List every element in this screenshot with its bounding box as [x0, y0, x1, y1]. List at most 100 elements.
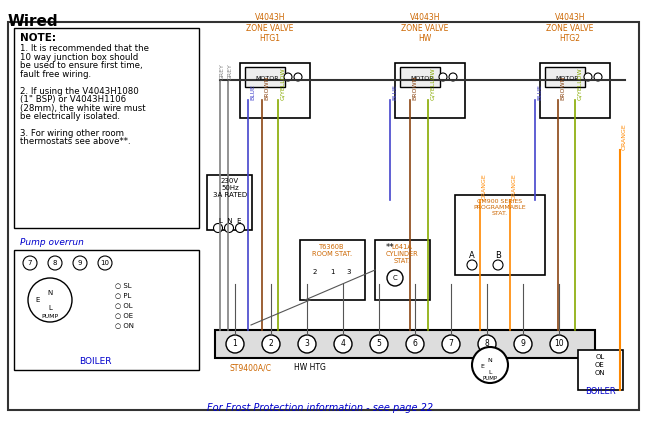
Text: L: L	[488, 370, 492, 374]
Text: BLUE: BLUE	[250, 84, 255, 100]
Text: L: L	[48, 305, 52, 311]
Text: CM900 SERIES
PROGRAMMABLE
STAT.: CM900 SERIES PROGRAMMABLE STAT.	[474, 199, 526, 216]
Text: OE: OE	[595, 362, 605, 368]
Text: **: **	[386, 243, 394, 252]
Bar	[400, 67, 440, 87]
Text: L641A
CYLINDER
STAT.: L641A CYLINDER STAT.	[386, 244, 419, 264]
Text: (1" BSP) or V4043H1106: (1" BSP) or V4043H1106	[20, 95, 126, 104]
Circle shape	[226, 335, 244, 353]
Text: be used to ensure first time,: be used to ensure first time,	[20, 61, 142, 70]
Text: 10: 10	[100, 260, 109, 266]
Circle shape	[472, 347, 508, 383]
Circle shape	[584, 73, 592, 81]
Text: ○ ON: ○ ON	[115, 322, 134, 328]
Text: E: E	[36, 297, 40, 303]
Text: 1. It is recommended that the: 1. It is recommended that the	[20, 44, 149, 53]
Circle shape	[236, 224, 245, 233]
Text: NOTE:: NOTE:	[20, 33, 56, 43]
Text: ○ OL: ○ OL	[115, 302, 133, 308]
Text: ○ OE: ○ OE	[115, 312, 133, 318]
Text: N: N	[47, 290, 52, 296]
Text: ST9400A/C: ST9400A/C	[229, 363, 271, 373]
Circle shape	[98, 256, 112, 270]
Circle shape	[73, 256, 87, 270]
Text: 8: 8	[53, 260, 57, 266]
Bar	[540, 63, 610, 118]
Text: BROWN: BROWN	[264, 76, 269, 100]
Text: V4043H
ZONE VALVE
HTG1: V4043H ZONE VALVE HTG1	[247, 13, 294, 43]
Text: 7: 7	[448, 340, 454, 349]
Bar	[395, 63, 465, 118]
Bar	[215, 330, 595, 358]
Circle shape	[439, 73, 447, 81]
Circle shape	[594, 73, 602, 81]
Bar	[375, 240, 430, 300]
Text: BLUE: BLUE	[537, 84, 542, 100]
Bar	[240, 63, 310, 118]
Circle shape	[48, 256, 62, 270]
Text: ○ PL: ○ PL	[115, 292, 131, 298]
Circle shape	[514, 335, 532, 353]
Text: ORANGE: ORANGE	[622, 123, 627, 150]
Circle shape	[298, 335, 316, 353]
Text: MOTOR: MOTOR	[555, 76, 578, 81]
Circle shape	[214, 224, 223, 233]
Text: MOTOR: MOTOR	[410, 76, 433, 81]
Text: 4: 4	[340, 340, 345, 349]
Text: GREY: GREY	[228, 63, 232, 80]
Text: be electrically isolated.: be electrically isolated.	[20, 112, 120, 121]
Circle shape	[294, 73, 302, 81]
Text: 2: 2	[269, 340, 274, 349]
Text: 3. For wiring other room: 3. For wiring other room	[20, 129, 124, 138]
Text: BROWN: BROWN	[412, 76, 417, 100]
Text: OL: OL	[595, 354, 605, 360]
Text: 9: 9	[78, 260, 82, 266]
Text: 230V
50Hz
3A RATED: 230V 50Hz 3A RATED	[213, 178, 247, 198]
Text: B: B	[495, 251, 501, 260]
Text: 2: 2	[313, 269, 317, 275]
Text: GREY: GREY	[219, 63, 225, 80]
Bar	[455, 195, 545, 275]
Text: V4043H
ZONE VALVE
HTG2: V4043H ZONE VALVE HTG2	[546, 13, 594, 43]
Text: V4043H
ZONE VALVE
HW: V4043H ZONE VALVE HW	[401, 13, 448, 43]
Text: G/YELLOW: G/YELLOW	[577, 68, 582, 100]
Text: 9: 9	[521, 340, 525, 349]
Text: 10: 10	[554, 340, 564, 349]
Circle shape	[28, 278, 72, 322]
Circle shape	[225, 224, 234, 233]
Circle shape	[387, 270, 403, 286]
Text: 2. If using the V4043H1080: 2. If using the V4043H1080	[20, 87, 138, 95]
Text: N: N	[488, 357, 492, 362]
Circle shape	[262, 335, 280, 353]
Text: Wired: Wired	[8, 14, 59, 29]
Text: 5: 5	[377, 340, 382, 349]
Circle shape	[449, 73, 457, 81]
Bar	[300, 240, 365, 300]
Text: ○ SL: ○ SL	[115, 282, 131, 288]
Text: 1: 1	[330, 269, 334, 275]
Text: thermostats see above**.: thermostats see above**.	[20, 138, 131, 146]
Text: BLUE: BLUE	[392, 84, 397, 100]
Circle shape	[493, 260, 503, 270]
Text: fault free wiring.: fault free wiring.	[20, 70, 91, 78]
Text: 3: 3	[305, 340, 309, 349]
Text: 7: 7	[28, 260, 32, 266]
Circle shape	[334, 335, 352, 353]
Bar	[14, 250, 199, 370]
Text: BROWN: BROWN	[560, 76, 565, 100]
Text: 3: 3	[347, 269, 351, 275]
Bar	[207, 175, 252, 230]
Text: A: A	[469, 251, 475, 260]
Text: (28mm), the white wire must: (28mm), the white wire must	[20, 103, 146, 113]
Text: PUMP: PUMP	[41, 314, 59, 319]
Bar	[245, 67, 285, 87]
Text: E: E	[480, 363, 484, 368]
Text: MOTOR: MOTOR	[255, 76, 278, 81]
Text: 8: 8	[485, 340, 489, 349]
Text: 6: 6	[413, 340, 417, 349]
Text: ORANGE: ORANGE	[512, 173, 517, 200]
Circle shape	[23, 256, 37, 270]
Text: HW HTG: HW HTG	[294, 363, 326, 373]
Text: G/YELLOW: G/YELLOW	[280, 68, 285, 100]
Text: G/YELLOW: G/YELLOW	[430, 68, 435, 100]
